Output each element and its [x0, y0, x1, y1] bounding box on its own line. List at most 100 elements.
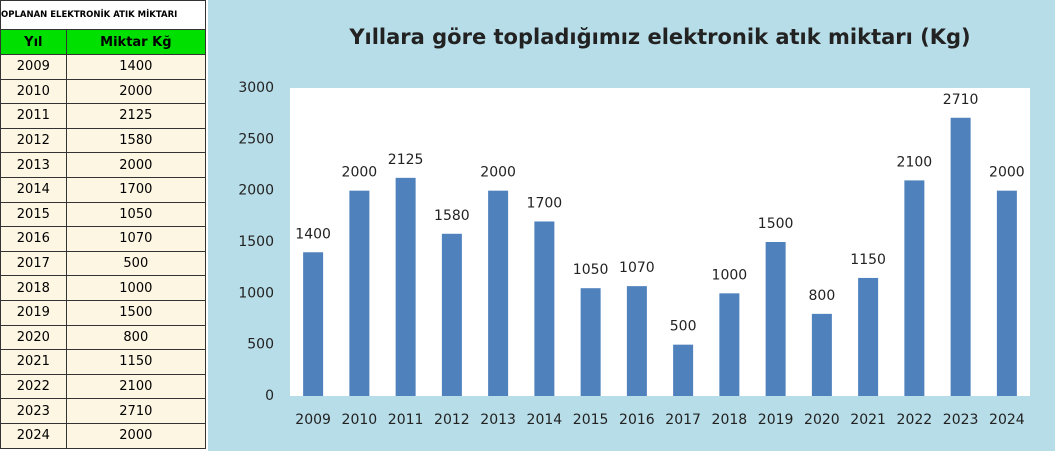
bar — [303, 252, 324, 396]
data-label: 2710 — [943, 92, 979, 108]
table-row: 2021 1150 — [0, 349, 207, 375]
data-label: 1050 — [573, 262, 609, 278]
table-cell: 2000 — [65, 78, 207, 105]
table-cell: 2020 — [0, 324, 67, 351]
x-tick-label: 2016 — [619, 412, 655, 428]
bar — [719, 293, 740, 396]
bar — [765, 242, 786, 396]
table-title: OPLANAN ELEKTRONİK ATIK MİKTARI — [0, 0, 206, 30]
table-row: 2016 1070 — [0, 226, 207, 252]
table-cell: 2100 — [65, 373, 207, 400]
bar — [580, 288, 601, 396]
table-cell: 2016 — [0, 226, 67, 252]
bar — [441, 233, 462, 396]
x-tick-label: 2012 — [434, 412, 470, 428]
table-cell: 1580 — [65, 127, 207, 154]
table-cell: 2125 — [65, 103, 207, 129]
x-tick-label: 2018 — [712, 412, 748, 428]
y-tick-label: 3000 — [238, 80, 274, 96]
x-tick-label: 2020 — [804, 412, 840, 428]
table-cell: 500 — [65, 250, 207, 277]
column-header: Yıl — [0, 29, 67, 55]
y-tick-label: 1000 — [238, 285, 274, 301]
y-tick-label: 2000 — [238, 183, 274, 199]
x-tick-label: 2013 — [480, 412, 516, 428]
table-cell: 2018 — [0, 275, 67, 301]
y-tick-label: 1500 — [238, 234, 274, 250]
table-cell: 1400 — [65, 54, 207, 80]
table-row: 2022 2100 — [0, 373, 207, 400]
x-tick-label: 2021 — [850, 412, 886, 428]
x-tick-label: 2019 — [758, 412, 794, 428]
table-cell: 2015 — [0, 201, 67, 228]
table-cell: 1070 — [65, 226, 207, 252]
column-header: Miktar Kğ — [65, 29, 207, 55]
x-tick-label: 2023 — [943, 412, 979, 428]
table-cell: 2021 — [0, 349, 67, 375]
table-cell: 1500 — [65, 299, 207, 326]
data-label: 1400 — [295, 226, 331, 242]
table-cell: 2010 — [0, 78, 67, 105]
table-row: 2011 2125 — [0, 103, 207, 129]
table-row: 2015 1050 — [0, 201, 207, 228]
data-label: 2100 — [897, 154, 933, 170]
table-cell: 1700 — [65, 176, 207, 203]
x-tick-label: 2014 — [527, 412, 563, 428]
bar — [626, 286, 647, 396]
x-tick-label: 2022 — [897, 412, 933, 428]
data-label: 1580 — [434, 208, 470, 224]
x-tick-label: 2015 — [573, 412, 609, 428]
table-cell: 2017 — [0, 250, 67, 277]
table-row: 2012 1580 — [0, 127, 207, 154]
bar — [996, 190, 1017, 396]
bar — [534, 221, 555, 396]
data-label: 800 — [809, 288, 836, 304]
table-row: 2013 2000 — [0, 152, 207, 178]
table-cell: 2019 — [0, 299, 67, 326]
table-cell: 2000 — [65, 152, 207, 178]
x-tick-label: 2011 — [388, 412, 424, 428]
table-cell: 2710 — [65, 398, 207, 424]
bar — [673, 344, 694, 396]
y-tick-label: 0 — [265, 388, 274, 404]
y-tick-label: 2500 — [238, 131, 274, 147]
x-tick-label: 2024 — [989, 412, 1025, 428]
data-label: 1500 — [758, 216, 794, 232]
bar — [395, 177, 416, 396]
table-row: 2017 500 — [0, 250, 207, 277]
table-cell: 2009 — [0, 54, 67, 80]
bar — [904, 180, 925, 396]
data-label: 2000 — [480, 165, 516, 181]
table-row: 2019 1500 — [0, 299, 207, 326]
data-table: OPLANAN ELEKTRONİK ATIK MİKTARI Yıl Mikta… — [0, 0, 207, 449]
table-cell: 2011 — [0, 103, 67, 129]
x-tick-label: 2009 — [295, 412, 331, 428]
table-row: 2020 800 — [0, 324, 207, 351]
table-cell: 2024 — [0, 422, 67, 449]
data-label: 1700 — [527, 195, 563, 211]
bar — [950, 117, 971, 397]
table-cell: 2023 — [0, 398, 67, 424]
data-label: 500 — [670, 319, 697, 335]
chart: Yıllara göre topladığımız elektronik atı… — [208, 0, 1055, 451]
bar — [349, 190, 370, 396]
x-tick-label: 2017 — [665, 412, 701, 428]
data-label: 1070 — [619, 260, 655, 276]
data-label: 2125 — [388, 152, 424, 168]
table-cell: 1050 — [65, 201, 207, 228]
data-label: 1000 — [712, 267, 748, 283]
table-cell: 2012 — [0, 127, 67, 154]
table-cell: 800 — [65, 324, 207, 351]
table-cell: 1000 — [65, 275, 207, 301]
table-row: 2018 1000 — [0, 275, 207, 301]
table-cell: 1150 — [65, 349, 207, 375]
x-tick-label: 2010 — [342, 412, 378, 428]
table-row: 2010 2000 — [0, 78, 207, 105]
table-cell: 2000 — [65, 422, 207, 449]
table-row: 2023 2710 — [0, 398, 207, 424]
table-row: 2014 1700 — [0, 176, 207, 203]
data-label: 2000 — [342, 165, 378, 181]
data-label: 2000 — [989, 165, 1025, 181]
table-cell: 2013 — [0, 152, 67, 178]
